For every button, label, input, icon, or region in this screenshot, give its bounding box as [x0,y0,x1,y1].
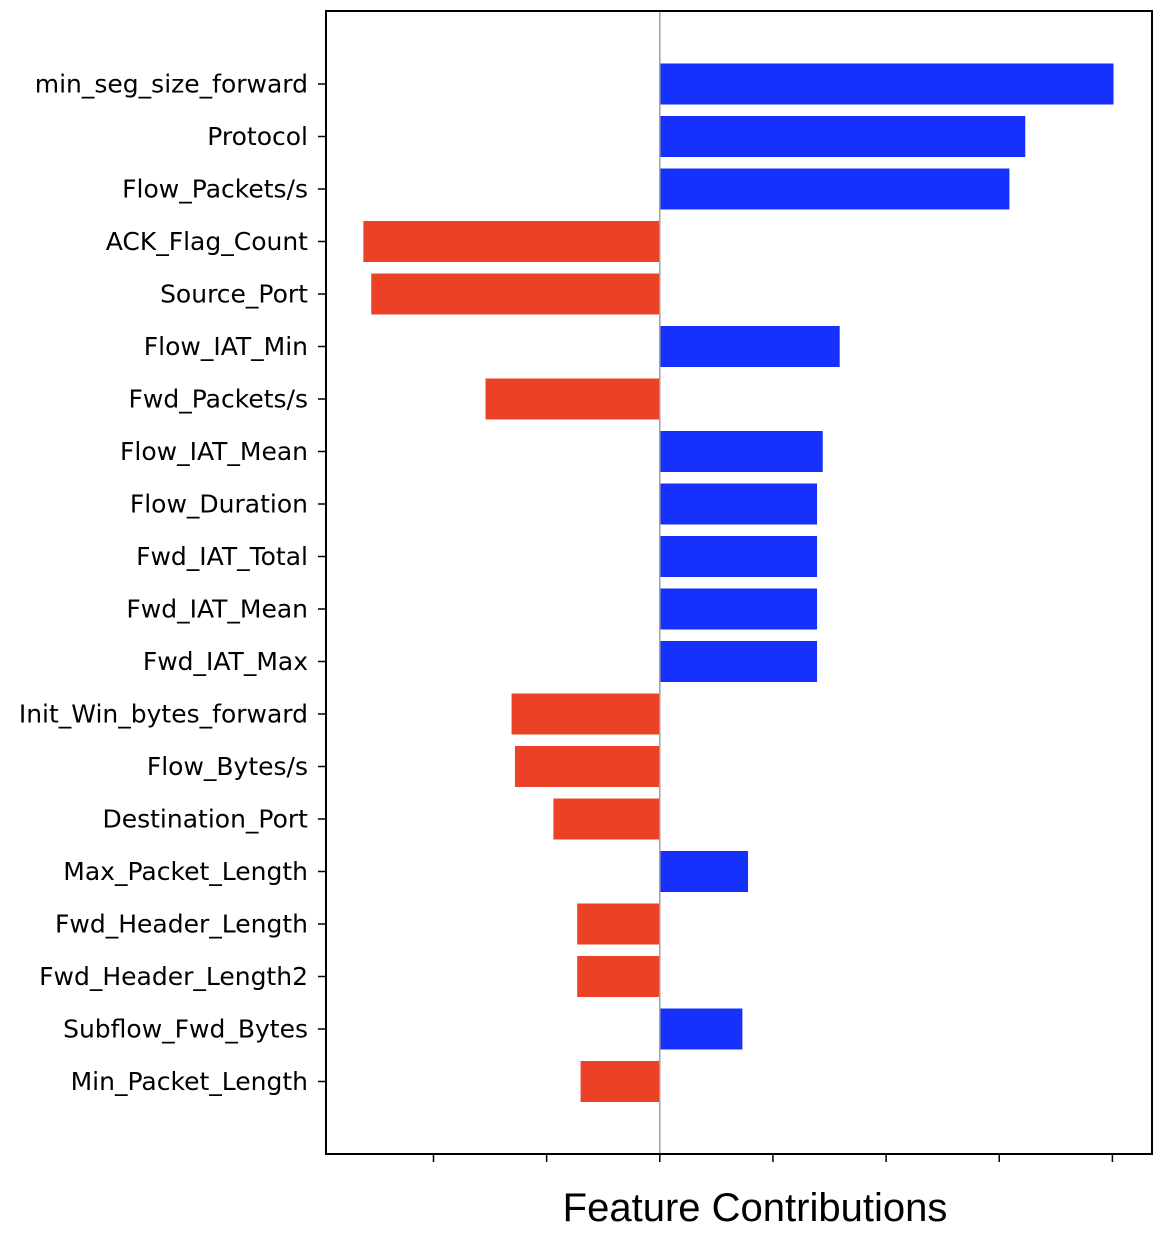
bars-layer [363,63,1114,1102]
y-tick-label: Max_Packet_Length [63,857,308,886]
y-tick-label: Flow_IAT_Mean [120,437,308,466]
y-tick-label: min_seg_size_forward [35,70,308,99]
bar [371,273,660,315]
y-tick-label: Flow_Duration [130,490,308,519]
y-tick-label: Flow_Packets/s [122,175,308,204]
x-axis [432,1154,1114,1162]
x-axis-label: Feature Contributions [563,1186,948,1230]
y-tick-label: Fwd_IAT_Total [136,542,308,571]
y-tick-label: Destination_Port [102,805,308,834]
plot-frame [325,10,1153,1155]
bar [659,851,749,892]
y-tick-label: Subflow_Fwd_Bytes [63,1015,308,1044]
y-tick-label: Protocol [207,122,308,151]
bar [659,1008,743,1050]
bar [659,326,840,367]
y-tick-label: Init_Win_bytes_forward [19,700,308,729]
y-tick-label: Fwd_Header_Length [55,910,308,939]
bar [511,693,660,735]
y-tick-label: Min_Packet_Length [71,1067,308,1096]
bar [553,798,660,840]
y-tick-label: Fwd_IAT_Mean [126,595,308,624]
bar [659,431,823,472]
bar [659,63,1114,105]
bar [659,116,1026,157]
y-tick-label: Flow_IAT_Min [144,332,308,361]
bar [485,378,660,420]
bar [580,1061,660,1102]
bar [659,588,818,630]
y-tick-label: Flow_Bytes/s [147,752,308,781]
y-tick-label: Fwd_Packets/s [129,385,308,414]
bar [577,956,660,997]
y-tick-label: Fwd_Header_Length2 [39,962,308,991]
bar [659,483,818,525]
y-axis: min_seg_size_forward Protocol Flow_Packets… [19,70,326,1096]
bar [659,168,1010,210]
bar [659,641,818,682]
bar [659,536,818,577]
bar [577,903,660,945]
y-tick-label: Fwd_IAT_Max [143,647,308,676]
bar [514,746,660,787]
y-tick-label: Source_Port [160,280,308,309]
bar [363,221,660,262]
y-tick-label: ACK_Flag_Count [106,227,308,256]
